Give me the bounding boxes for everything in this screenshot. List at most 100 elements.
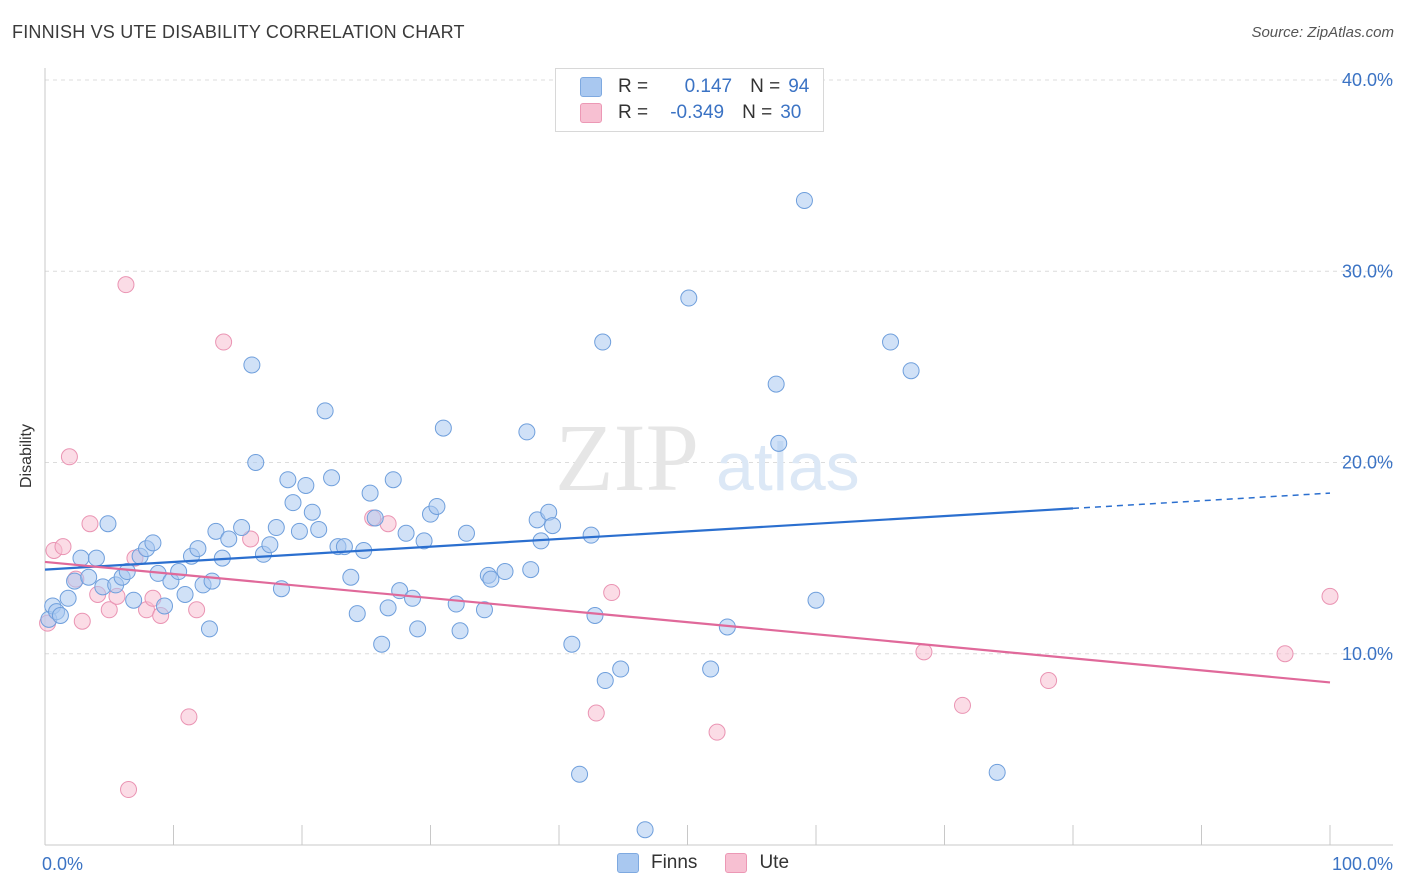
ute-point [81, 515, 99, 533]
finns-point [203, 572, 221, 590]
finns-point [233, 519, 251, 537]
finns-point [279, 471, 297, 489]
finns-point [451, 622, 469, 640]
r-value-ute: -0.349 [670, 102, 725, 123]
finns-point [261, 536, 279, 554]
y-tick-label: 20.0% [1342, 453, 1393, 473]
n-value-finns: 94 [788, 76, 810, 97]
finns-point [770, 434, 788, 452]
finns-point [702, 660, 720, 678]
finns-point [373, 635, 391, 653]
finns-point [80, 568, 98, 586]
y-tick-label: 10.0% [1342, 644, 1393, 664]
finns-point [66, 572, 84, 590]
finns-point [988, 763, 1006, 781]
finns-point [397, 524, 415, 542]
finns-point [144, 534, 162, 552]
finns-trend-line [44, 507, 1074, 571]
finns-point [170, 563, 188, 581]
finns-point [342, 568, 360, 586]
ute-point [188, 601, 206, 619]
finns-point [366, 509, 384, 527]
legend-label-ute: Ute [759, 852, 790, 873]
legend-item-ute: Ute [725, 852, 789, 874]
ute-trend-line [44, 560, 1331, 684]
finns-point [596, 672, 614, 690]
n-value-ute: 30 [780, 102, 802, 123]
finns-point [200, 620, 218, 638]
ute-point [915, 643, 933, 661]
finns-point [586, 607, 604, 624]
watermark: ZIP atlas [555, 404, 860, 511]
x-tick-label-max: 100.0% [1332, 854, 1393, 874]
finns-point [612, 660, 630, 678]
finns-point [267, 519, 285, 537]
ute-point [215, 333, 233, 351]
ute-point [120, 781, 138, 799]
ute-swatch [580, 103, 602, 123]
finns-point [303, 503, 321, 521]
finns-point [189, 540, 207, 558]
ute-point [587, 704, 605, 722]
finns-point [348, 605, 366, 623]
finns-point [522, 561, 540, 579]
correlation-legend: R = 0.147 N = 94 R = -0.349 N = 30 [555, 68, 824, 132]
finns-point [323, 469, 341, 487]
finns-point [243, 356, 261, 374]
finns-point [361, 484, 379, 502]
y-tick-label: 40.0% [1342, 70, 1393, 90]
finns-point [447, 595, 465, 613]
finns-point [680, 289, 698, 307]
finns-point [457, 524, 475, 542]
finns-point [902, 362, 920, 380]
finns-point [496, 563, 514, 581]
finns-point [594, 333, 612, 351]
ute-point [708, 723, 726, 741]
ute-point [73, 612, 91, 630]
ute-point [60, 448, 78, 466]
finns-point [571, 765, 589, 783]
finns-point [807, 591, 825, 609]
finns-point [51, 607, 69, 624]
finns-point [284, 494, 302, 512]
finns-point [409, 620, 427, 638]
finns-point [310, 520, 328, 538]
chart-title: FINNISH VS UTE DISABILITY CORRELATION CH… [12, 22, 465, 42]
finns-point [518, 423, 536, 441]
ute-point [603, 584, 621, 602]
finns-point [384, 471, 402, 489]
finns-point [582, 526, 600, 544]
series-legend: Finns Ute [0, 852, 1406, 874]
finns-point [636, 821, 654, 839]
finns-point [59, 589, 77, 607]
x-tick-label-min: 0.0% [42, 854, 83, 874]
legend-row-finns: R = 0.147 N = 94 [580, 75, 809, 99]
finns-point [475, 601, 493, 619]
ute-point [54, 538, 72, 556]
finns-point [176, 585, 194, 603]
axes [44, 68, 1393, 846]
r-value-finns: 0.147 [684, 76, 733, 97]
finns-point [156, 597, 174, 615]
n-label: N = [750, 76, 781, 97]
finns-point [767, 375, 785, 393]
finns-point [882, 333, 900, 351]
ute-point [242, 530, 260, 548]
finns-point [125, 591, 143, 609]
watermark-zip: ZIP [555, 404, 699, 511]
finns-points [40, 191, 1006, 839]
ute-point [1040, 672, 1058, 690]
finns-point [563, 635, 581, 653]
n-label: N = [742, 102, 773, 123]
r-label: R = [618, 102, 649, 123]
tick-labels: 10.0% 20.0% 30.0% 40.0% 0.0% 100.0% [42, 70, 1393, 874]
trend-lines [44, 492, 1331, 684]
finns-swatch [580, 77, 602, 97]
finns-point [415, 532, 433, 550]
ute-point [180, 708, 198, 726]
finns-point [247, 454, 265, 471]
finns-point [482, 570, 500, 588]
chart-source: Source: ZipAtlas.com [1251, 24, 1394, 41]
legend-label-finns: Finns [650, 852, 698, 873]
